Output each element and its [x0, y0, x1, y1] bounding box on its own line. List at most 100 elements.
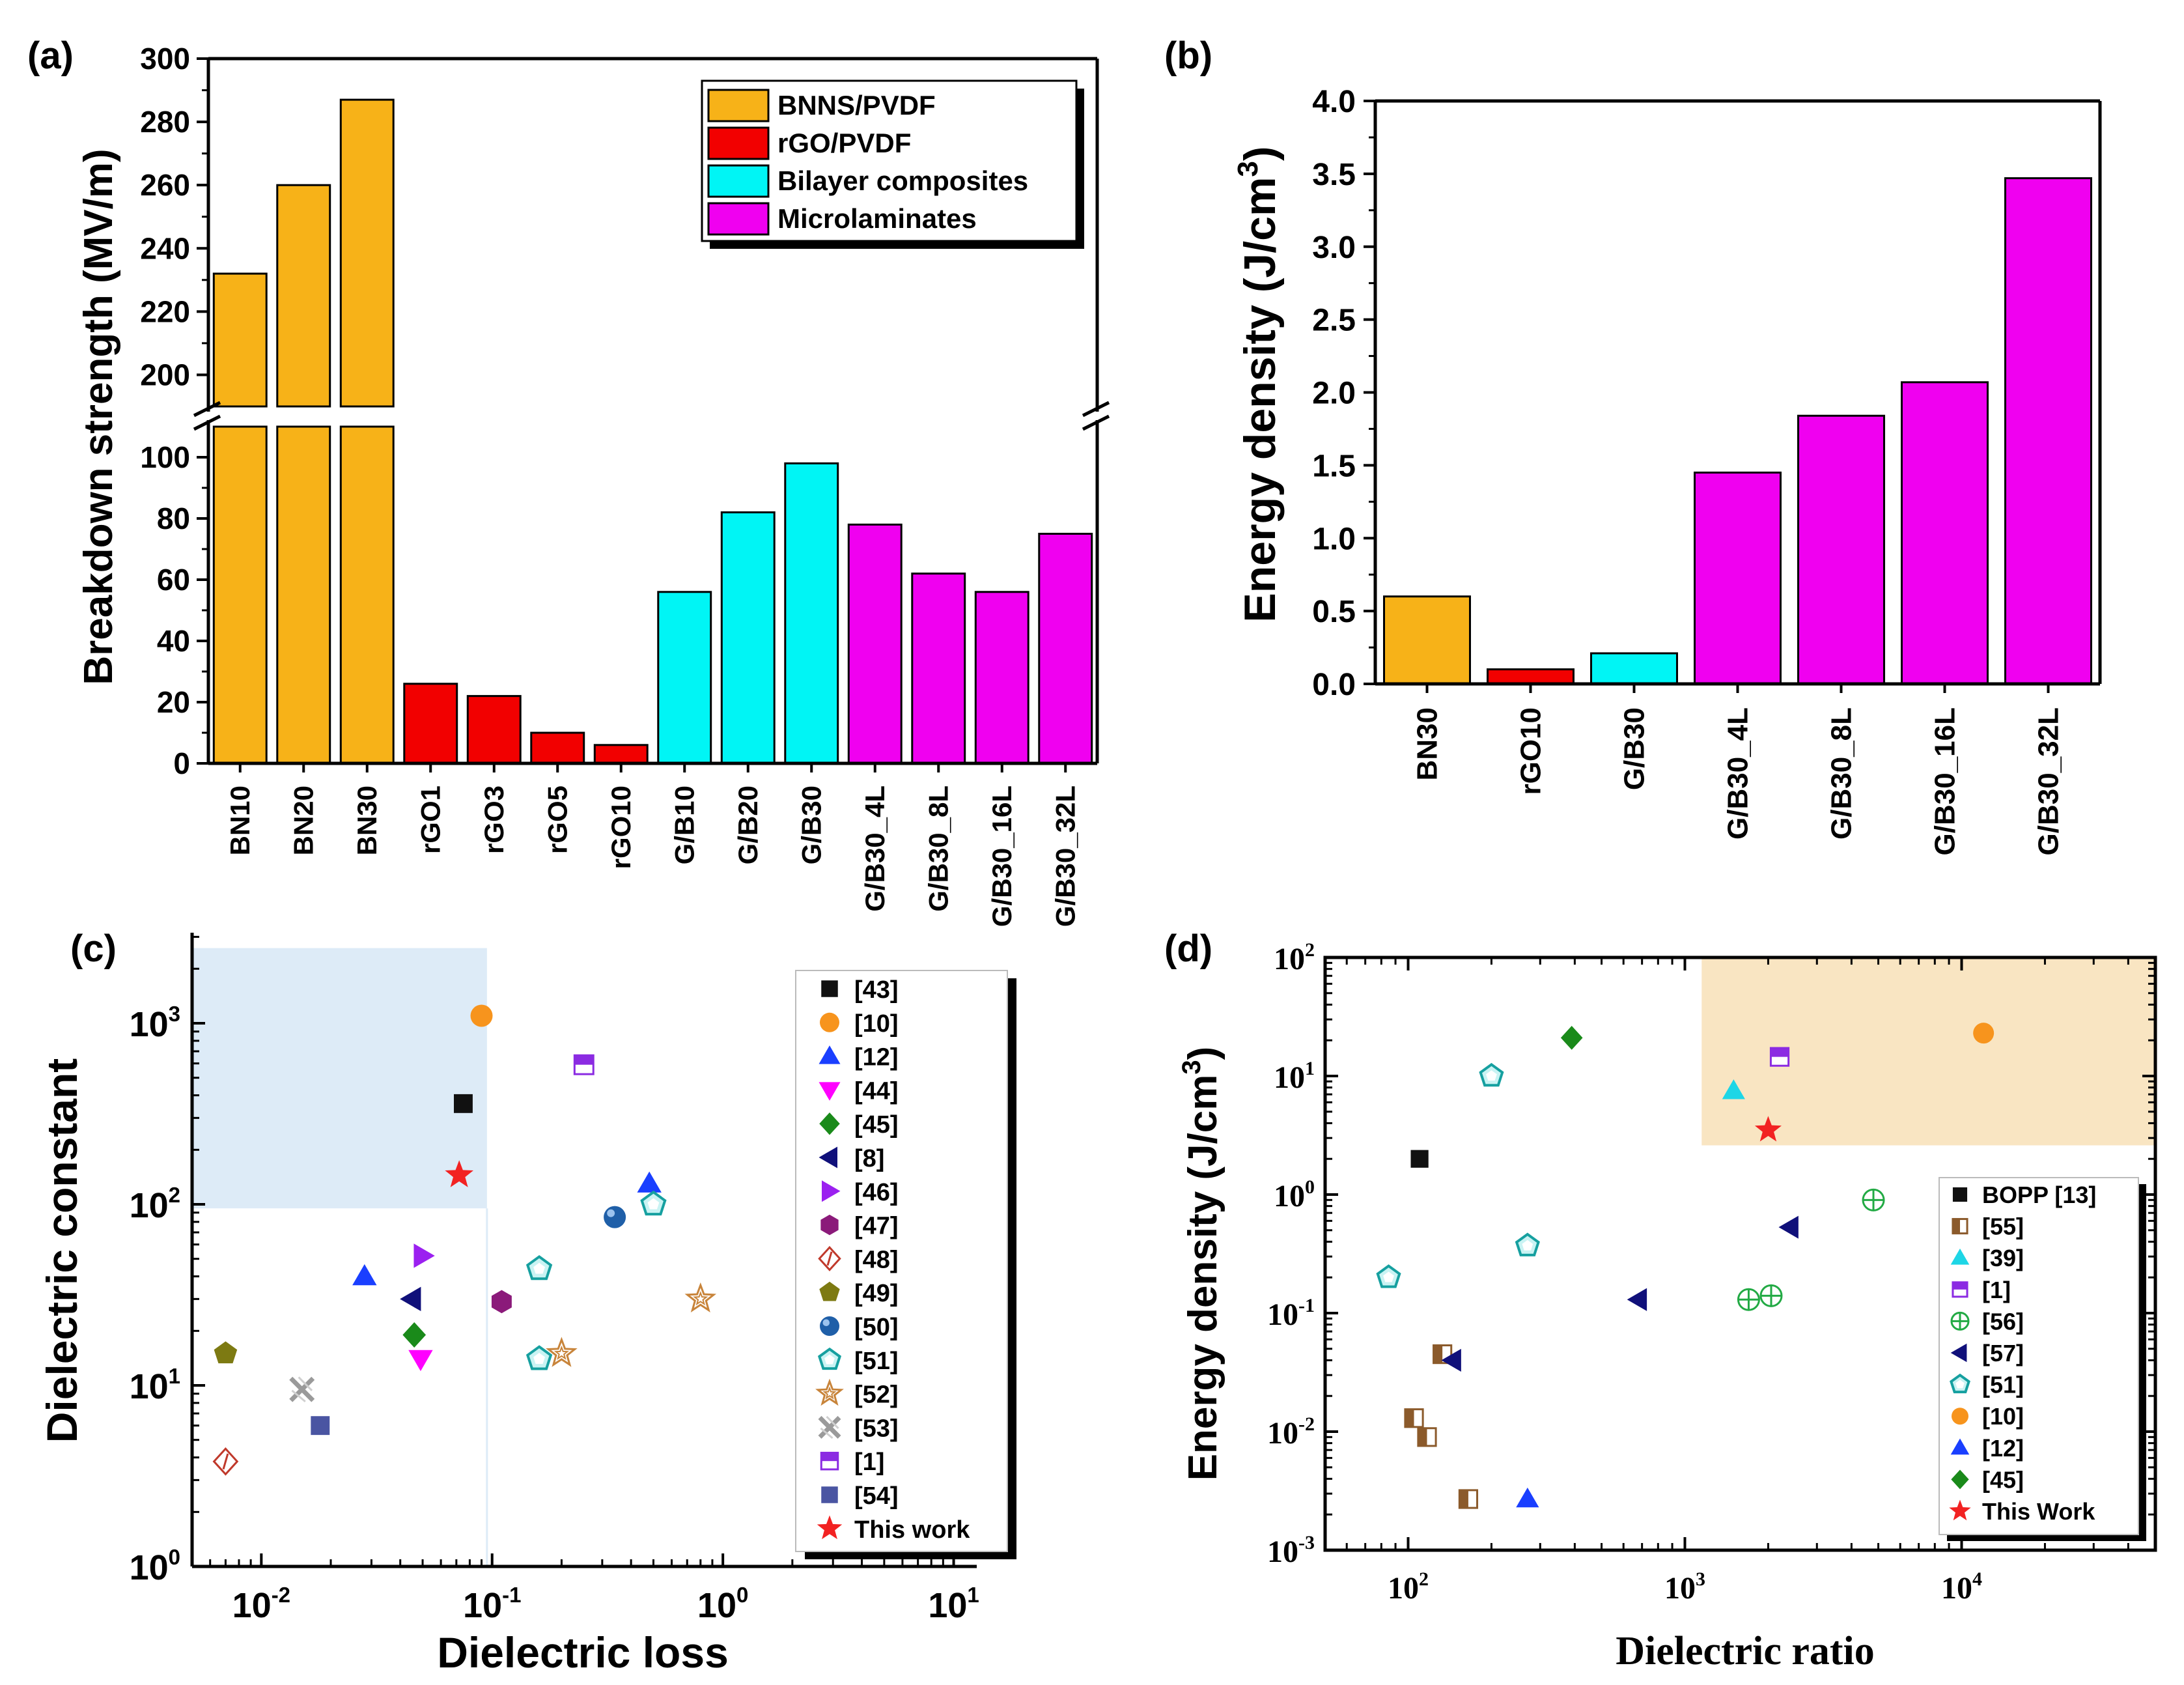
point-[55]-fill — [1459, 1490, 1468, 1508]
point-[51]-shape — [533, 1353, 545, 1364]
legend-label: [12] — [854, 1044, 899, 1071]
x-tick-label: G/B30_4L — [1722, 707, 1754, 840]
legend-label: [52] — [854, 1381, 899, 1409]
y-tick-label: 280 — [140, 105, 190, 139]
legend-label: [1] — [854, 1449, 884, 1476]
panel-a: (a) BN10 BN20 BN30 rGO1 rGO3 rGO5 rGO10 G/B10 G/B… — [27, 35, 1110, 927]
bar-G/B30 — [784, 462, 839, 765]
legend-marker-stroke — [818, 1415, 841, 1439]
legend-label: [48] — [854, 1246, 899, 1273]
legend-label: [46] — [854, 1179, 899, 1206]
legend-label: [50] — [854, 1314, 899, 1341]
x-axis-label: Dielectric ratio — [1616, 1629, 1875, 1673]
x-tick-label: G/B30_8L — [923, 786, 953, 912]
point-[57]-shape — [1441, 1348, 1461, 1372]
panel-label-b: (b) — [1164, 35, 1212, 77]
point-BOPP [13]-shape — [1410, 1150, 1429, 1168]
legend-marker — [819, 1112, 840, 1135]
y-tick-label: 3.0 — [1312, 231, 1356, 265]
x-axis-label: Dielectric loss — [437, 1628, 729, 1677]
legend-label: [54] — [854, 1482, 899, 1510]
bar-G/B30_32L — [1038, 533, 1093, 765]
point-[39] — [1722, 1079, 1745, 1099]
point-[12] — [637, 1171, 662, 1193]
point-This Work — [1754, 1116, 1782, 1142]
legend-label: [8] — [854, 1145, 884, 1172]
legend-marker-shape — [820, 1214, 839, 1236]
point-[51] — [640, 1190, 667, 1216]
legend-marker — [820, 1012, 839, 1032]
legend-marker — [821, 980, 838, 997]
legend-marker — [1951, 1469, 1969, 1490]
axis-break-mark — [1082, 401, 1110, 418]
legend-label: [55] — [1982, 1213, 2024, 1240]
bar-G/B30_8L — [1797, 414, 1885, 685]
legend-label: [10] — [1982, 1403, 2024, 1430]
y-tick-label: 0.5 — [1312, 595, 1356, 629]
x-tick-label: 10-1 — [463, 1583, 521, 1625]
legend-label: [56] — [1982, 1308, 2024, 1335]
point-[1]-fill — [574, 1055, 594, 1065]
point-[1]-fill — [1771, 1048, 1789, 1057]
legend-marker-slash — [826, 1251, 833, 1266]
y-tick-label: 2.5 — [1312, 304, 1356, 338]
point-[52]-shape — [553, 1345, 570, 1360]
bar-G/B20 — [720, 511, 776, 765]
x-tick-label: 104 — [1941, 1568, 1982, 1606]
legend-label: [45] — [854, 1111, 899, 1139]
legend-label: This Work — [1982, 1498, 2095, 1525]
point-[44] — [408, 1350, 433, 1372]
x-tick-label: BN30 — [352, 786, 382, 855]
point-[12] — [352, 1264, 377, 1286]
point-[10] — [1973, 1023, 1995, 1044]
y-tick-label: 1.0 — [1312, 522, 1356, 556]
legend-label: [44] — [854, 1077, 899, 1105]
point-[56] — [1759, 1284, 1783, 1307]
point-[51]-shape — [533, 1262, 545, 1274]
legend-marker — [1949, 1499, 1971, 1521]
legend-marker — [1950, 1248, 1970, 1265]
panel-d: (d) 102 103 104 10-3 10-2 10-1 100 101 102 Dielect… — [1164, 927, 2157, 1673]
point-[10]-shape — [470, 1004, 493, 1027]
y-tick-label: 101 — [130, 1364, 180, 1406]
legend-swatch — [707, 89, 770, 122]
bar-BN30-lower — [339, 425, 395, 765]
axis-break-mark — [193, 401, 221, 418]
y-tick-label: 10-2 — [1267, 1413, 1315, 1451]
legend-marker — [1952, 1408, 1968, 1425]
bar-break-gap — [339, 408, 395, 425]
legend-swatch — [707, 202, 770, 236]
point-[56] — [1737, 1288, 1760, 1311]
legend-marker-stroke — [826, 1415, 839, 1429]
x-tick-label: G/B30_16L — [987, 786, 1017, 927]
x-tick-label: G/B20 — [733, 786, 763, 864]
point-[12]-shape — [1516, 1487, 1539, 1508]
point-[57]-shape — [1778, 1215, 1799, 1239]
legend-marker-shape — [822, 1386, 837, 1400]
x-tick-label: rGO3 — [479, 786, 509, 854]
point-[51]-shape — [1486, 1070, 1497, 1081]
plot-frame — [1323, 956, 2157, 1552]
legend-marker-shape — [820, 1316, 839, 1336]
point-[44]-shape — [408, 1350, 433, 1372]
legend-marker-fill — [1952, 1282, 1968, 1290]
x-tick-label: G/B30_4L — [860, 786, 890, 912]
y-axis-label: Breakdown strength (MV/m) — [76, 149, 121, 685]
legend-label: BOPP [13] — [1982, 1182, 2096, 1208]
point-[1] — [1769, 1047, 1790, 1067]
point-[55]-fill — [1405, 1409, 1414, 1427]
y-tick-label: 100 — [130, 1545, 180, 1587]
legend-swatch — [707, 126, 770, 160]
y-tick-label: 10-1 — [1267, 1295, 1315, 1332]
point-[55] — [1404, 1408, 1424, 1428]
x-tick-label: G/B30 — [796, 786, 826, 864]
point-[53] — [289, 1376, 315, 1403]
legend-marker — [819, 1146, 837, 1168]
bar-BN20-lower — [276, 425, 331, 765]
y-tick-label: 20 — [157, 685, 190, 719]
legend-marker — [1950, 1343, 1967, 1363]
legend-marker-shape — [1951, 1469, 1969, 1490]
y-tick-label: 102 — [130, 1183, 180, 1225]
legend-marker — [1950, 1373, 1970, 1394]
point-[51]-shape — [1383, 1271, 1394, 1282]
